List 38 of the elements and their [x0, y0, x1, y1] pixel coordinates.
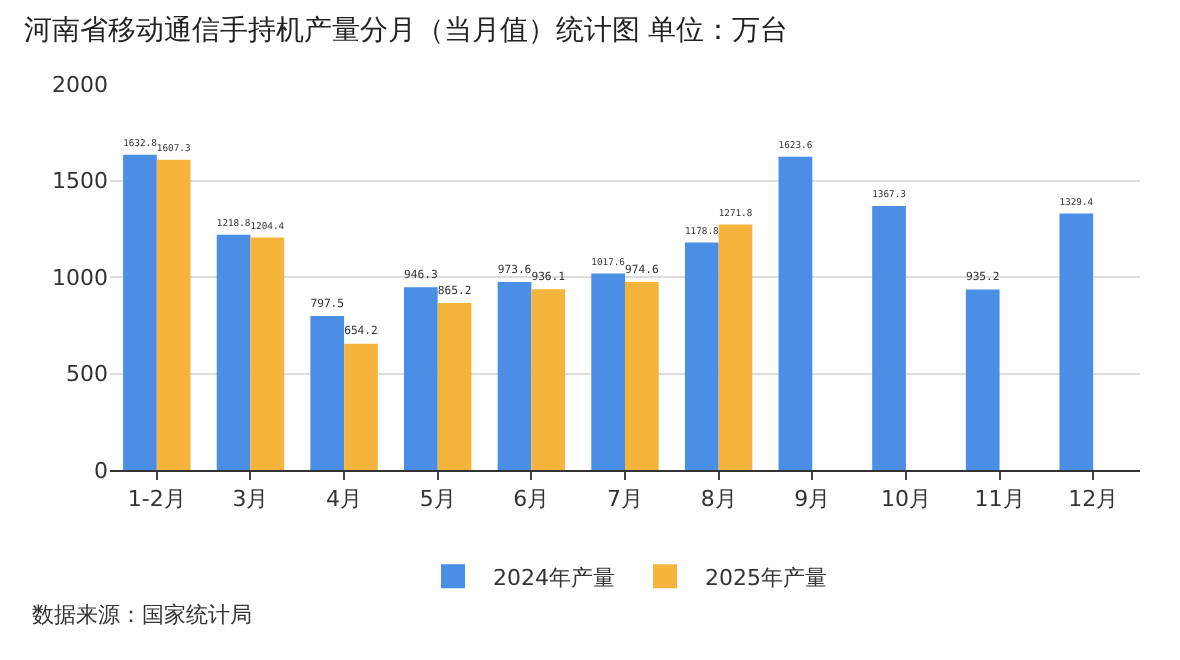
- x-tick-label: 4月: [326, 486, 363, 513]
- bar: [216, 234, 251, 470]
- bar: [497, 282, 532, 470]
- bar: [123, 154, 157, 470]
- y-tick-label: 1000: [52, 264, 108, 291]
- legend-label: 2024年产量: [493, 564, 615, 591]
- bar: [684, 242, 719, 470]
- y-tick-label: 2000: [52, 71, 108, 98]
- bar: [591, 273, 625, 470]
- bar: [778, 156, 813, 470]
- bar: [872, 206, 906, 470]
- x-tick-label: 5月: [419, 486, 456, 513]
- x-tick-label: 10月: [880, 486, 931, 513]
- chart-title: 河南省移动通信手持机产量分月（当月值）统计图 单位：万台: [23, 15, 789, 48]
- x-tick-label: 9月: [794, 486, 831, 513]
- bar: [1059, 213, 1094, 470]
- bar: [250, 237, 285, 470]
- legend-label: 2025年产量: [705, 564, 827, 591]
- x-tick-label: 6月: [513, 486, 550, 513]
- bar: [404, 287, 438, 470]
- bar: [625, 281, 659, 470]
- bar: [310, 316, 345, 470]
- bar: [437, 303, 472, 470]
- bar: [344, 343, 378, 470]
- bar: [531, 289, 566, 470]
- y-tick-label: 500: [66, 361, 108, 388]
- y-tick-label: 1500: [52, 168, 108, 195]
- x-tick-label: 1-2月: [127, 486, 186, 513]
- x-tick-label: 3月: [232, 486, 269, 513]
- x-tick-label: 12月: [1068, 486, 1119, 513]
- source-note: 数据来源：国家统计局: [32, 602, 252, 628]
- bar: [965, 289, 1000, 470]
- bar: [718, 224, 753, 470]
- x-tick-label: 7月: [607, 486, 643, 513]
- x-tick-label: 11月: [974, 486, 1025, 513]
- y-tick-label: 0: [94, 457, 108, 484]
- bar: [156, 159, 191, 470]
- x-tick-label: 8月: [700, 486, 737, 513]
